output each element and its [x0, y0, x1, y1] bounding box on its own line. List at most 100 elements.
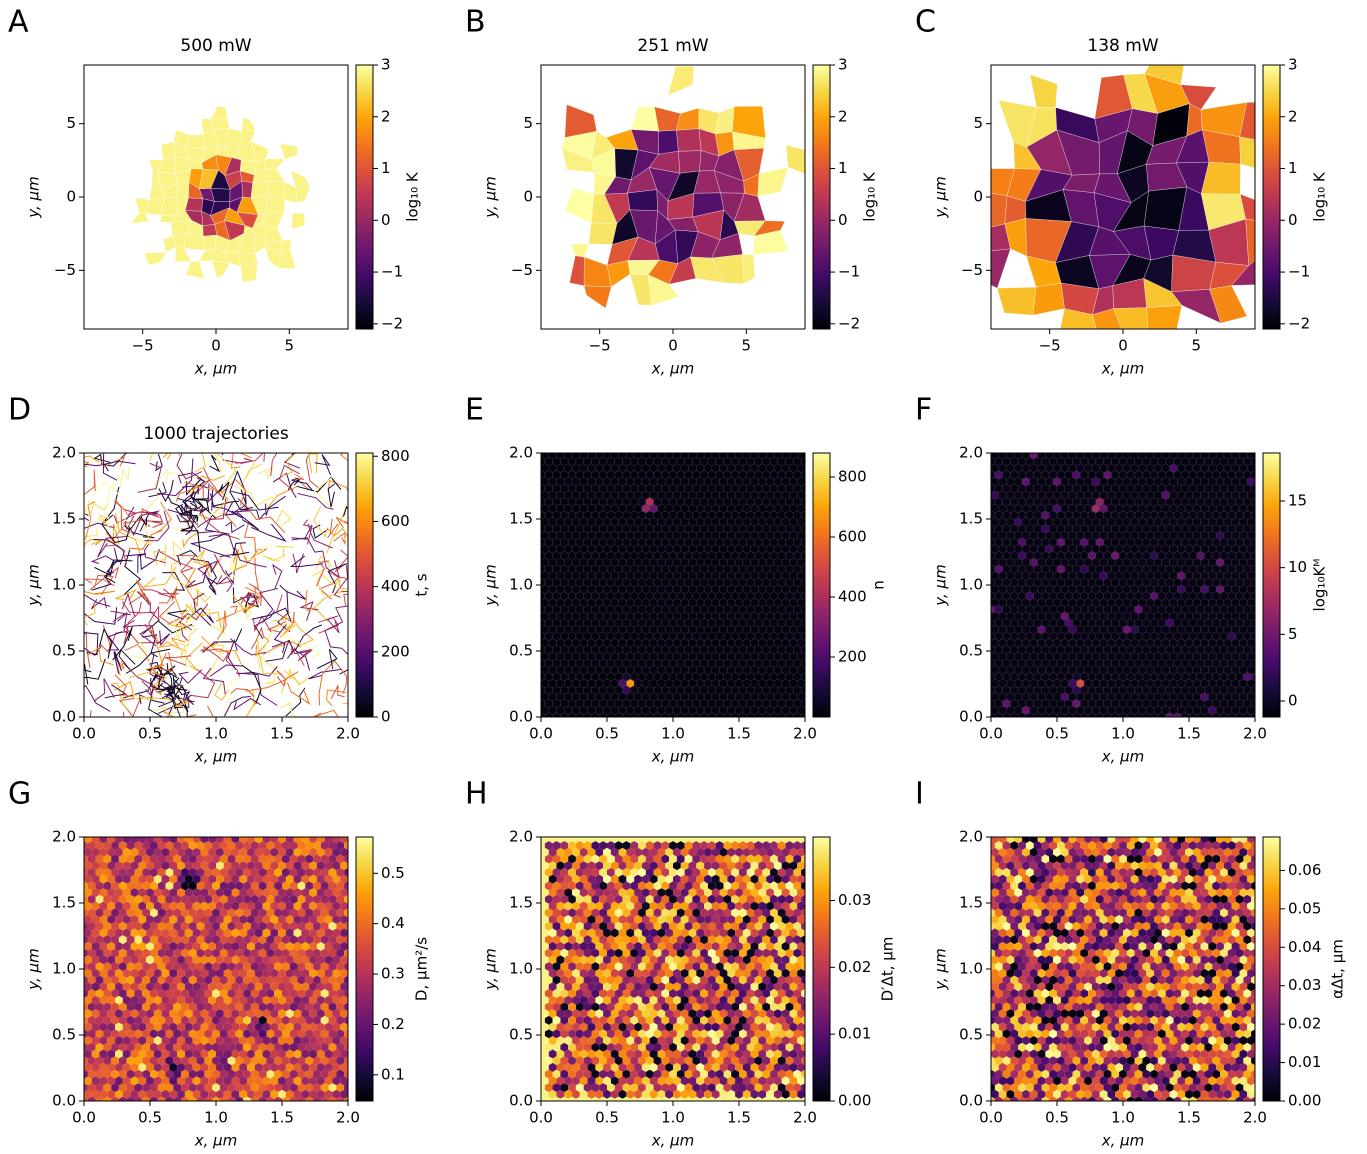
hex-cell: [282, 975, 290, 985]
y-tick-label: 1.0: [52, 576, 76, 594]
trajectory: [195, 453, 206, 473]
colorbar-tick-label: 1: [1288, 159, 1298, 177]
hex-cell: [293, 1062, 302, 1072]
hex-cell: [320, 962, 329, 971]
hex-cell: [161, 1062, 170, 1072]
hex-cell: [130, 1062, 139, 1072]
hex-cell: [196, 1096, 205, 1101]
hex-cell: [99, 1036, 108, 1045]
trajectory: [200, 641, 230, 654]
hex-cell: [328, 1002, 337, 1012]
hex-cell: [84, 1042, 88, 1052]
colorbar-tick-label: −2: [381, 314, 403, 332]
hex-cell: [278, 928, 286, 938]
hex-cell: [297, 1015, 306, 1025]
hex-cell: [328, 962, 337, 971]
hex-cell: [200, 982, 209, 992]
hex-cell: [223, 955, 232, 965]
hex-cell: [282, 908, 290, 918]
hex-cell: [227, 988, 236, 998]
trajectory: [89, 566, 120, 591]
hex-cell: [188, 935, 197, 945]
hex-cell: [165, 975, 174, 985]
hex-cell: [336, 1002, 345, 1012]
trajectory: [84, 632, 99, 656]
hex-cell: [1177, 453, 1186, 460]
hex-cell: [328, 1096, 337, 1101]
hex-cell: [219, 1056, 228, 1066]
trajectory: [121, 592, 136, 617]
trajectory: [245, 671, 299, 692]
hex-cell: [235, 908, 244, 918]
hex-cell: [126, 1029, 135, 1039]
hex-cell: [130, 928, 139, 938]
hex-cell: [285, 941, 294, 951]
hex-cell: [309, 955, 317, 965]
trajectory: [231, 553, 250, 573]
cell: [785, 145, 805, 175]
trajectory: [198, 507, 241, 540]
trajectory: [97, 514, 111, 529]
hex-cell: [122, 1049, 131, 1059]
hex-cell: [146, 915, 154, 924]
hex-cell: [95, 975, 104, 985]
hex-cell: [250, 1042, 259, 1052]
hex-cell: [235, 962, 244, 971]
hex-cell: [196, 1069, 205, 1079]
hex-cell: [184, 968, 193, 978]
hex-cell: [344, 1069, 348, 1079]
hex-cell: [107, 1076, 116, 1086]
trajectory: [278, 464, 300, 491]
hex-cell: [111, 1015, 119, 1025]
trajectory: [87, 647, 114, 666]
trajectory: [173, 619, 183, 641]
hex-cell: [103, 1042, 112, 1052]
trajectory: [202, 561, 218, 576]
hex-cell: [239, 1009, 248, 1019]
trajectory: [162, 571, 186, 591]
hex-cell: [727, 453, 736, 460]
hex-cell: [223, 1036, 232, 1045]
trajectory: [161, 710, 197, 717]
hex-cell: [340, 928, 348, 938]
hex-cell: [208, 1036, 216, 1045]
y-axis-label: y, μm: [25, 564, 43, 606]
hex-cell: [344, 962, 348, 971]
hex-cell: [208, 955, 216, 965]
hex-cell: [99, 995, 108, 1005]
hex-cell: [76, 955, 84, 964]
hex-cell: [161, 1049, 170, 1059]
trajectory: [227, 638, 238, 671]
hex-cell: [184, 928, 193, 938]
hex-cell: [991, 492, 992, 498]
trajectory: [166, 663, 173, 687]
hex-cell: [305, 948, 314, 958]
trajectory: [275, 594, 295, 624]
hex-cell: [979, 565, 987, 574]
plot-area: [130, 106, 311, 283]
trajectory: [342, 703, 348, 705]
trajectory: [189, 669, 216, 699]
cell: [279, 239, 292, 253]
hex-cell: [348, 982, 356, 991]
hex-cell: [293, 915, 302, 924]
colorbar-tick-label: −1: [838, 263, 860, 281]
hex-cell: [208, 928, 216, 938]
hex-cell: [223, 901, 232, 911]
hex-cell: [266, 1015, 275, 1025]
cell: [1180, 84, 1217, 110]
hex-cell: [153, 1036, 162, 1045]
hex-cell: [212, 1069, 220, 1079]
trajectory: [255, 634, 270, 657]
hex-cell: [153, 1009, 162, 1019]
hex-cell: [216, 955, 224, 965]
hex-cell: [118, 948, 127, 958]
hex-cell: [216, 968, 224, 978]
hex-cell: [84, 1083, 88, 1092]
hex-cell: [293, 995, 302, 1005]
hex-cell: [266, 1096, 275, 1101]
trajectory: [292, 553, 304, 574]
hex-cell: [262, 901, 271, 911]
hex-cell: [192, 901, 201, 911]
colorbar-tick-label: 200: [381, 642, 410, 660]
